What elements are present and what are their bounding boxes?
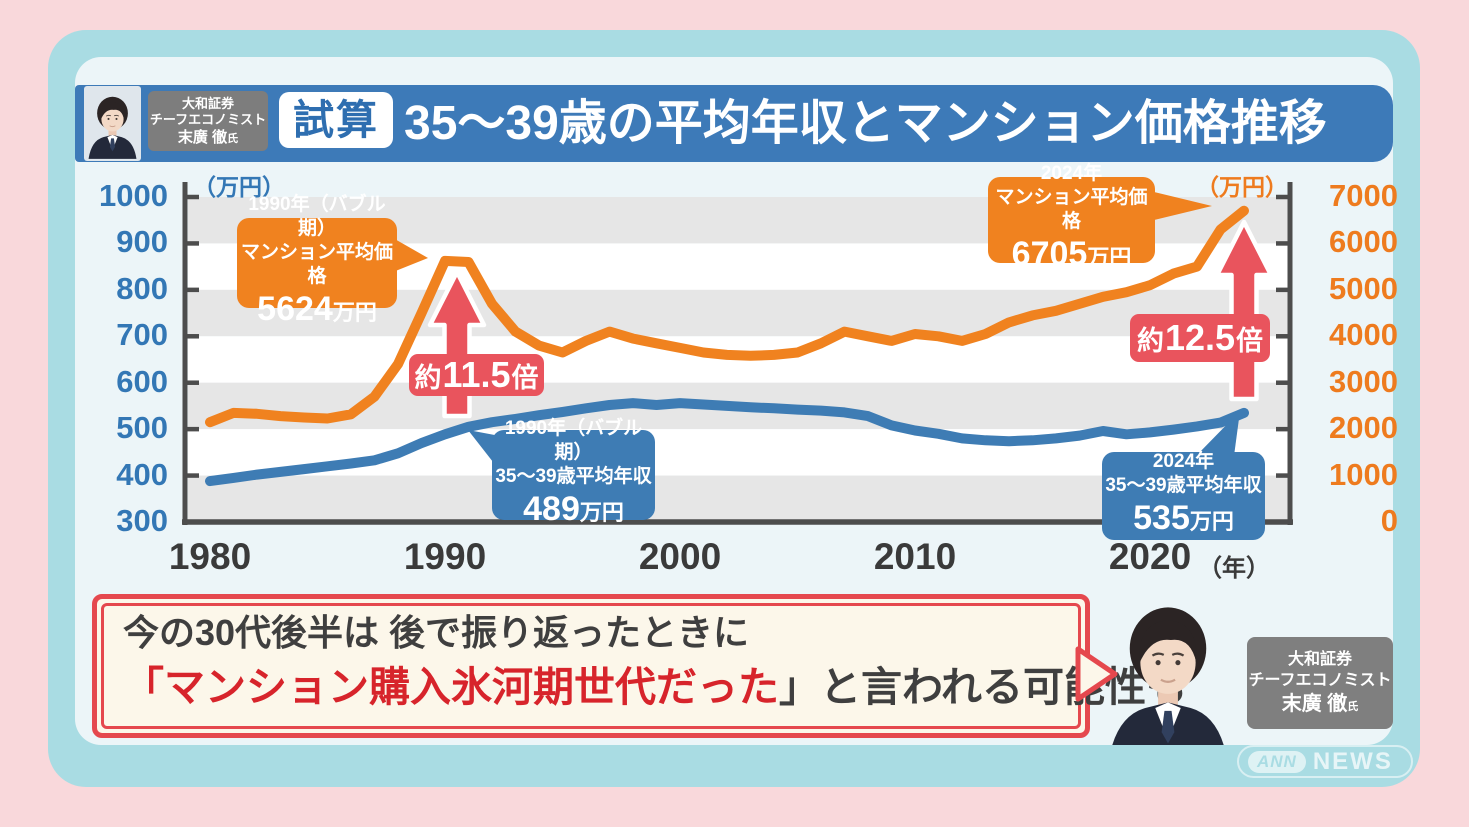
expert-name-badge-bottom: 大和証券 チーフエコノミスト 末廣 徹氏 (1247, 637, 1393, 729)
multiplier-badge-1990: 約 11.5 倍 (409, 354, 544, 396)
ann-news-logo: ANN NEWS (1237, 745, 1413, 778)
economist-photo-small (84, 86, 141, 161)
page-title: 35〜39歳の平均年収とマンション価格推移 (404, 97, 1327, 150)
ann-logo-pill: ANN (1248, 750, 1306, 773)
callout-income-2024: 2024年 35〜39歳平均年収 535万円 (1102, 451, 1265, 540)
news-logo-text: NEWS (1312, 747, 1393, 775)
expert-name: 末廣 徹氏 (177, 128, 239, 146)
expert-name-badge-header: 大和証券 チーフエコノミスト 末廣 徹氏 (148, 91, 268, 151)
callout-income-1990: 1990年（バブル期） 35〜39歳平均年収 489万円 (492, 418, 655, 528)
expert-role: チーフエコノミスト (1248, 671, 1392, 689)
callout-mansion-2024: 2024年 マンション平均価格 6705万円 (988, 163, 1155, 273)
expert-company: 大和証券 (1287, 650, 1352, 668)
expert-company: 大和証券 (181, 95, 234, 111)
multiplier-badge-2024: 約 12.5 倍 (1130, 314, 1270, 362)
expert-role: チーフエコノミスト (149, 111, 267, 127)
callout-mansion-1990: 1990年（バブル期） マンション平均価格 5624万円 (237, 194, 397, 328)
speech-bubble-pointer (1075, 646, 1118, 702)
expert-name: 末廣 徹氏 (1281, 692, 1359, 715)
estimate-tag-badge: 試算 (279, 92, 393, 148)
commentary-speech-bubble: 今の30代後半は 後で振り返ったときに 「マンション購入氷河期世代だった」と言わ… (92, 594, 1187, 738)
commentary-text: 今の30代後半は 後で振り返ったときに 「マンション購入氷河期世代だった」と言わ… (123, 612, 1187, 710)
